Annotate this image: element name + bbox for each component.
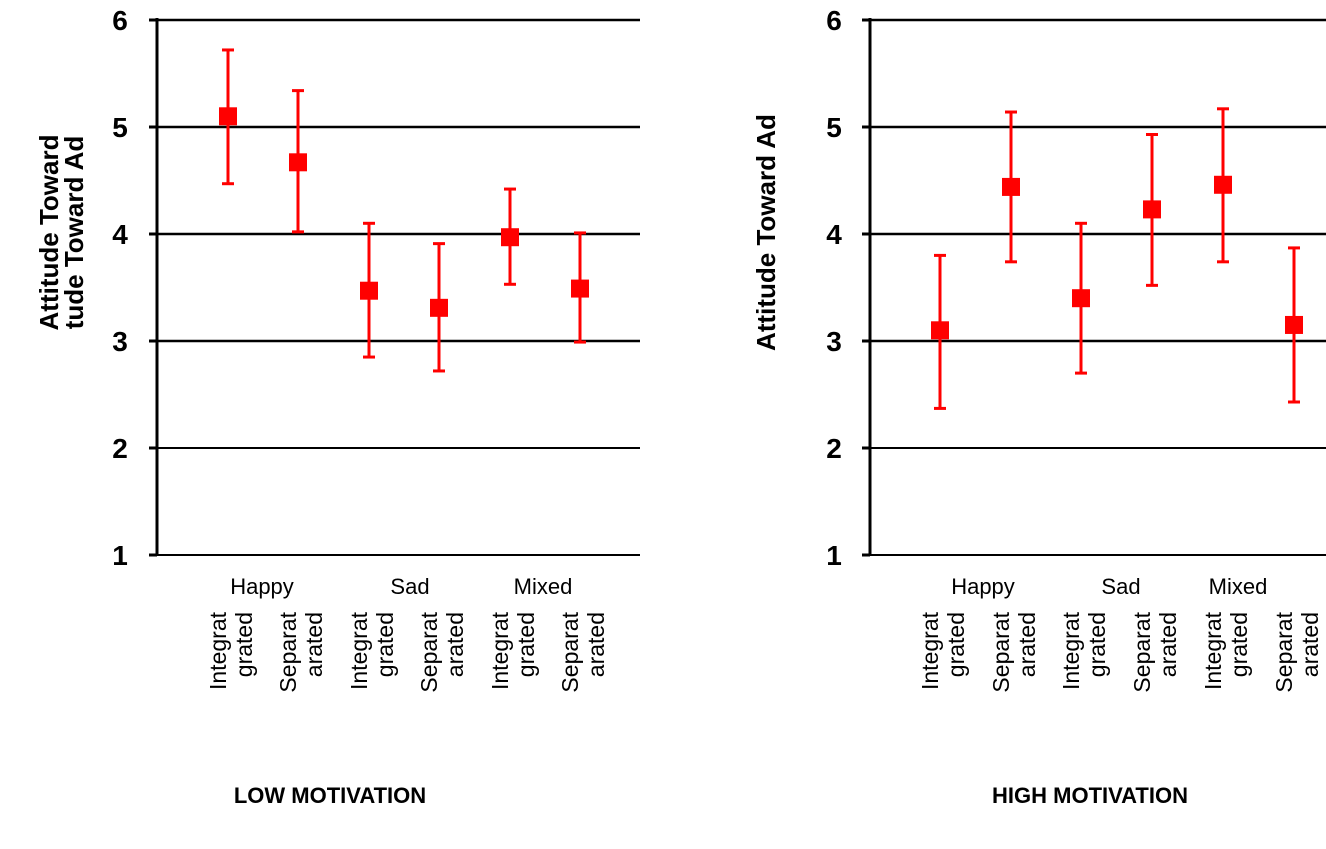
y-tick-label: 4 [112, 219, 128, 250]
condition-label: arated [301, 612, 327, 677]
group-label: Happy [951, 574, 1015, 599]
chart-caption: HIGH MOTIVATION [992, 783, 1188, 808]
y-tick-label: 5 [826, 112, 842, 143]
data-point-marker [219, 107, 237, 126]
condition-label: Integrat [487, 611, 513, 690]
data-point-marker [430, 298, 448, 317]
y-tick-label: 1 [826, 540, 842, 571]
condition-label: Integrat [346, 611, 372, 690]
condition-label: Separat [275, 611, 301, 692]
y-axis-label: Attitude Toward Ad [751, 114, 781, 351]
condition-label: Separat [1271, 611, 1297, 692]
data-point-marker [1072, 289, 1090, 308]
condition-label: grated [231, 612, 257, 677]
condition-label: grated [1084, 612, 1110, 677]
y-tick-label: 1 [112, 540, 128, 571]
condition-label: Integrat [1058, 611, 1084, 690]
data-point-marker [289, 153, 307, 172]
condition-label: Separat [416, 611, 442, 692]
condition-label: arated [1297, 612, 1323, 677]
y-tick-label: 4 [826, 219, 842, 250]
condition-label: arated [1014, 612, 1040, 677]
data-point-marker [1143, 200, 1161, 219]
condition-label: grated [513, 612, 539, 677]
data-point-marker [1002, 177, 1020, 196]
data-point-marker [1285, 315, 1303, 334]
condition-label: arated [583, 612, 609, 677]
data-point-marker [571, 279, 589, 298]
group-label: Sad [1101, 574, 1140, 599]
condition-label: Separat [557, 611, 583, 692]
condition-label: Separat [988, 611, 1014, 692]
group-label: Mixed [514, 574, 573, 599]
y-tick-label: 5 [112, 112, 128, 143]
chart-1: 1 2 3 4 5 6 Attitude Toward Ad Happy Sad Mixed Int… [751, 5, 1326, 808]
chart-caption: LOW MOTIVATION [234, 783, 426, 808]
group-label: Sad [390, 574, 429, 599]
condition-label: Integrat [205, 611, 231, 690]
y-tick-label: 3 [112, 326, 128, 357]
data-point-marker [360, 281, 378, 300]
y-tick-label: 6 [826, 5, 842, 36]
condition-label: grated [943, 612, 969, 677]
condition-label: Separat [1129, 611, 1155, 692]
condition-label: grated [372, 612, 398, 677]
data-point-marker [501, 228, 519, 247]
data-point-marker [1214, 175, 1232, 194]
y-tick-label: 3 [826, 326, 842, 357]
condition-label: Integrat [917, 611, 943, 690]
y-tick-label: 2 [112, 433, 128, 464]
condition-label: Integrat [1200, 611, 1226, 690]
y-tick-label: 2 [826, 433, 842, 464]
data-point-marker [931, 321, 949, 340]
y-axis-label: tude Toward Ad [59, 136, 89, 330]
group-label: Happy [230, 574, 294, 599]
condition-label: arated [442, 612, 468, 677]
y-tick-label: 6 [112, 5, 128, 36]
y-axis-label: Attitude Toward [34, 135, 64, 331]
group-label: Mixed [1209, 574, 1268, 599]
condition-label: arated [1155, 612, 1181, 677]
condition-label: grated [1226, 612, 1252, 677]
